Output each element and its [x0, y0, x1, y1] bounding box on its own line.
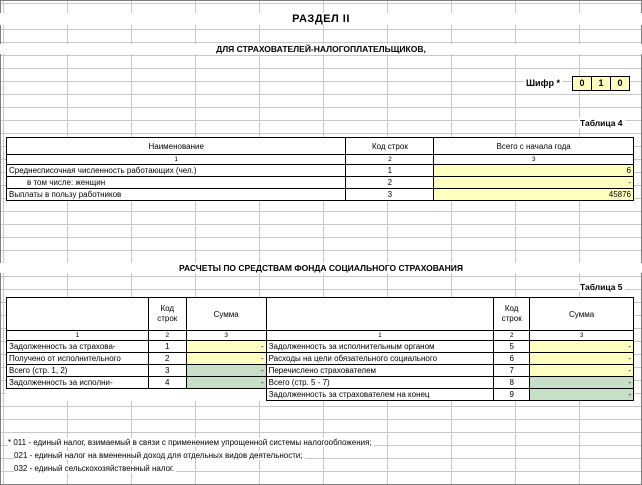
row-name: Задолженность за страхователем на конец — [265, 388, 495, 401]
row-value-cell[interactable]: - — [529, 364, 634, 377]
col-code-word: Код — [504, 304, 519, 313]
table5-colnum: 3 — [529, 330, 634, 341]
section-subtitle: ДЛЯ СТРАХОВАТЕЛЕЙ-НАЛОГОПЛАТЕЛЬЩИКОВ, — [0, 44, 642, 54]
cipher-label: Шифр * — [524, 78, 562, 88]
col-code-word: строк — [501, 314, 522, 323]
table4-colnum: 3 — [433, 154, 634, 165]
table4-colnum: 1 — [5, 154, 347, 165]
row-name: Расходы на цели обязательного социальног… — [265, 352, 495, 365]
table-row: Получено от исполнительного 2 - Расходы … — [6, 352, 634, 365]
row-code: 4 — [147, 376, 187, 389]
row-value-cell[interactable]: - — [529, 352, 634, 365]
cipher-digit[interactable]: 0 — [610, 77, 629, 90]
table-row: Задолженность за страхователем на конец … — [6, 388, 634, 401]
row-code: 7 — [493, 364, 531, 377]
row-value-cell: - — [185, 364, 267, 377]
row-name: Получено от исполнительного — [6, 352, 149, 365]
table4-label: Таблица 4 — [578, 118, 625, 128]
row-code: 1 — [147, 340, 187, 353]
table4-colnum: 2 — [345, 154, 435, 165]
table5-label: Таблица 5 — [578, 282, 625, 292]
row-value-cell[interactable]: - — [185, 352, 267, 365]
table-row: Задолженность за страхова- 1 - Задолженн… — [6, 340, 634, 353]
table4: Наименование Код строк Всего с начала го… — [5, 137, 634, 201]
footnote: * 011 - единый налог, взимаемый в связи … — [8, 438, 374, 447]
cipher-digit[interactable]: 1 — [591, 77, 610, 90]
col-code-word: строк — [157, 314, 178, 323]
cipher-digit[interactable]: 0 — [573, 77, 591, 90]
table5-colnum: 2 — [493, 330, 531, 341]
row-code: 2 — [345, 176, 435, 189]
row-value-cell[interactable]: 6 — [433, 164, 634, 177]
table5-col-sum-left: Сумма — [185, 297, 267, 331]
table4-number-row: 1 2 3 — [5, 154, 634, 165]
row-name: Задолженность за исполни- — [6, 376, 149, 389]
row-name: в том числе: женщин — [5, 176, 347, 189]
table-row: Выплаты в пользу работников 3 45876 — [5, 188, 634, 201]
footnote: 021 - единый налог на вмененный доход дл… — [14, 451, 305, 460]
footnote: 032 - единый сельскохозяйственный налог. — [14, 464, 177, 473]
row-code: 2 — [147, 352, 187, 365]
section-title: РАЗДЕЛ II — [0, 13, 642, 25]
table5-colnum: 3 — [185, 330, 267, 341]
row-value-cell[interactable]: - — [185, 340, 267, 353]
row-name: Всего (стр. 1, 2) — [6, 364, 149, 377]
table5-col-code-right: Код строк — [493, 297, 531, 331]
table-row: в том числе: женщин 2 - — [5, 176, 634, 189]
row-code: 3 — [345, 188, 435, 201]
cipher-boxes: 0 1 0 — [572, 76, 630, 91]
table-row: Среднесписочная численность работающих (… — [5, 164, 634, 177]
table4-col-name: Наименование — [5, 137, 347, 155]
table5-colnum: 1 — [6, 330, 149, 341]
table5-number-row: 1 2 3 1 2 3 — [6, 330, 634, 341]
table5-header-row: Код строк Сумма Код строк Сумма — [6, 297, 634, 331]
table5-col-code-left: Код строк — [147, 297, 187, 331]
row-value-cell: - — [529, 376, 634, 389]
col-code-word: Код — [160, 304, 175, 313]
table5: Код строк Сумма Код строк Сумма 1 2 3 1 … — [6, 297, 634, 401]
row-name: Выплаты в пользу работников — [5, 188, 347, 201]
row-code: 6 — [493, 352, 531, 365]
table4-header-row: Наименование Код строк Всего с начала го… — [5, 137, 634, 155]
row-name: Задолженность за страхова- — [6, 340, 149, 353]
row-code: 9 — [493, 388, 531, 401]
row-value-cell[interactable]: 45876 — [433, 188, 634, 201]
table5-col-sum-right: Сумма — [529, 297, 634, 331]
table4-col-total: Всего с начала года — [433, 137, 634, 155]
table5-colnum: 2 — [147, 330, 187, 341]
fss-section-title: РАСЧЕТЫ ПО СРЕДСТВАМ ФОНДА СОЦИАЛЬНОГО С… — [0, 263, 642, 273]
row-value-cell: - — [185, 376, 267, 389]
row-value-cell[interactable]: - — [433, 176, 634, 189]
row-name: Перечислено страхователем — [265, 364, 495, 377]
table-row: Задолженность за исполни- 4 - Всего (стр… — [6, 376, 634, 389]
table-row: Всего (стр. 1, 2) 3 - Перечислено страхо… — [6, 364, 634, 377]
table5-colnum: 1 — [265, 330, 495, 341]
row-code: 1 — [345, 164, 435, 177]
row-value-cell: - — [529, 388, 634, 401]
row-code: 5 — [493, 340, 531, 353]
row-value-cell[interactable]: - — [529, 340, 634, 353]
row-code: 3 — [147, 364, 187, 377]
row-name: Задолженность за исполнительным органом — [265, 340, 495, 353]
row-name: Среднесписочная численность работающих (… — [5, 164, 347, 177]
row-name: Всего (стр. 5 - 7) — [265, 376, 495, 389]
row-code: 8 — [493, 376, 531, 389]
table4-col-code: Код строк — [345, 137, 435, 155]
